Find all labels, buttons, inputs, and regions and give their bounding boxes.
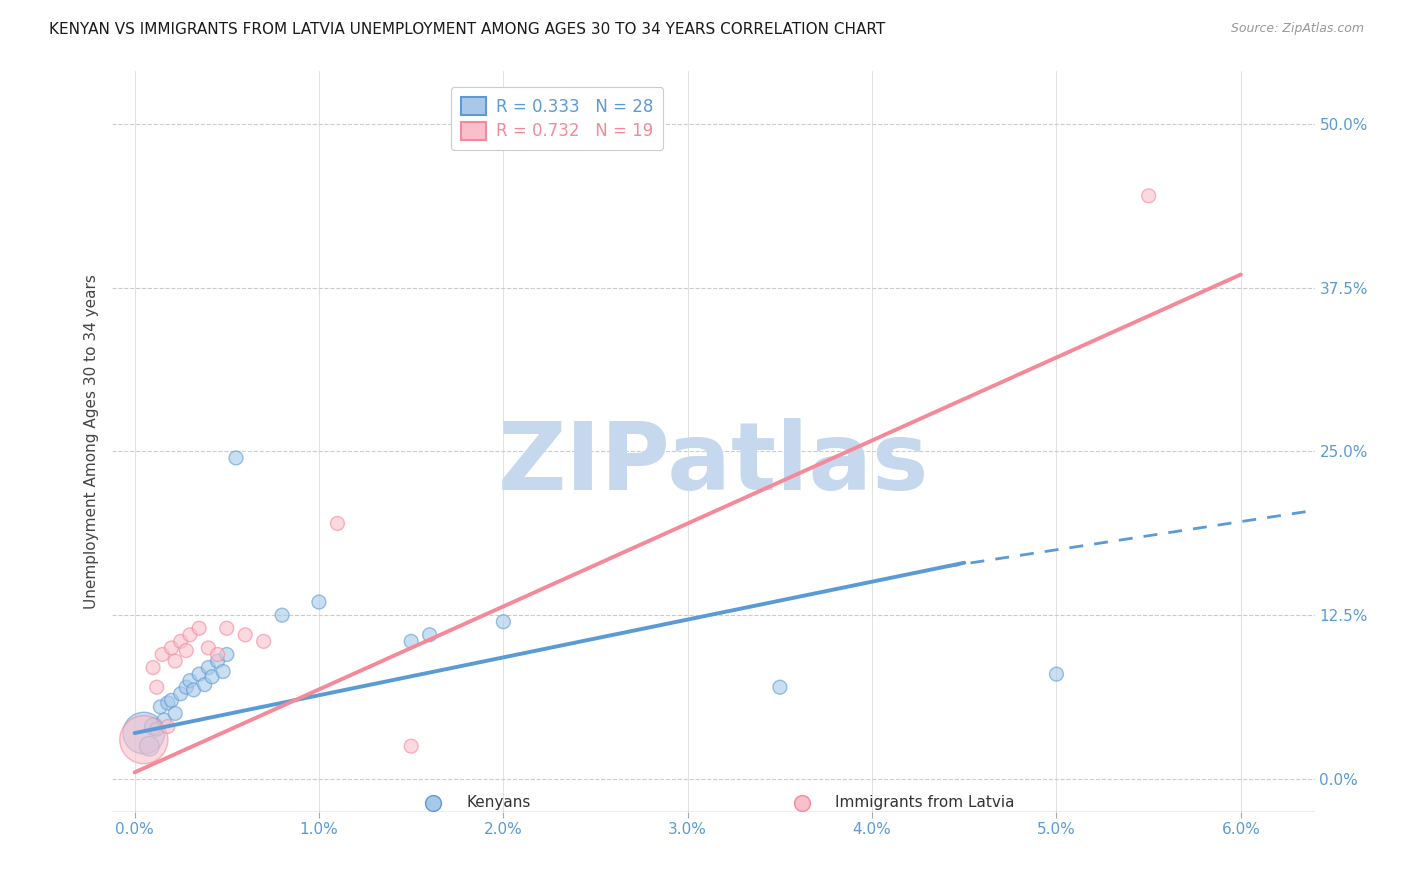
Point [253,634,276,648]
Point [212,665,235,679]
Point [165,654,187,668]
Text: KENYAN VS IMMIGRANTS FROM LATVIA UNEMPLOYMENT AMONG AGES 30 TO 34 YEARS CORRELAT: KENYAN VS IMMIGRANTS FROM LATVIA UNEMPLO… [49,22,886,37]
Point [215,648,238,662]
Legend: R = 0.333   N = 28, R = 0.732   N = 19: R = 0.333 N = 28, R = 0.732 N = 19 [451,87,664,150]
Point [156,696,179,710]
Point [399,739,422,754]
Point [174,680,197,694]
Point [225,450,247,465]
Point [1137,189,1160,203]
Point [145,680,167,694]
Text: ZIPatlas: ZIPatlas [498,417,929,509]
Point [165,706,187,721]
Point [188,621,211,635]
Point [160,640,183,655]
Point [422,796,444,810]
Point [170,687,193,701]
Point [233,628,256,642]
Point [271,608,294,623]
Y-axis label: Unemployment Among Ages 30 to 34 years: Unemployment Among Ages 30 to 34 years [84,274,100,609]
Point [419,628,441,642]
Point [207,654,229,668]
Point [132,732,155,747]
Point [142,720,165,734]
Point [207,648,229,662]
Point [399,634,422,648]
Point [156,720,179,734]
Point [179,673,201,688]
Text: Immigrants from Latvia: Immigrants from Latvia [835,795,1015,810]
Point [308,595,330,609]
Text: Kenyans: Kenyans [467,795,531,810]
Point [153,713,176,727]
Point [150,648,173,662]
Point [201,670,224,684]
Point [149,699,172,714]
Point [179,628,201,642]
Point [194,678,217,692]
Point [197,640,219,655]
Point [492,615,515,629]
Point [769,680,792,694]
Point [197,660,219,674]
Point [145,722,167,736]
Point [790,796,813,810]
Point [1045,667,1067,681]
Point [142,660,165,674]
Text: Source: ZipAtlas.com: Source: ZipAtlas.com [1230,22,1364,36]
Point [160,693,183,707]
Point [183,682,205,697]
Point [170,634,193,648]
Point [138,739,160,754]
Point [215,621,238,635]
Point [188,667,211,681]
Point [326,516,349,531]
Point [174,643,197,657]
Point [132,726,155,740]
